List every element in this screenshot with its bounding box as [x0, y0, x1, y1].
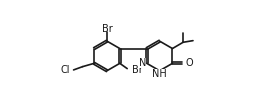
Text: Br: Br — [102, 24, 112, 34]
Text: Cl: Cl — [61, 65, 70, 75]
Text: N: N — [139, 58, 146, 68]
Text: NH: NH — [152, 69, 167, 79]
Text: Br: Br — [132, 65, 142, 75]
Text: O: O — [185, 58, 193, 68]
